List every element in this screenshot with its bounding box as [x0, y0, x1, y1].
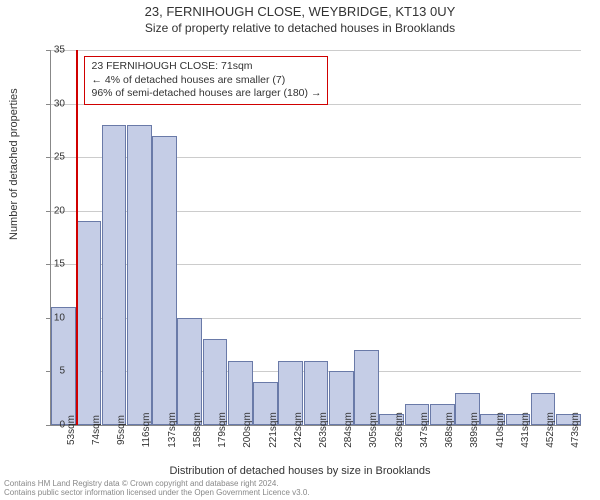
- histogram-bar: [152, 136, 177, 425]
- x-tick-label: 326sqm: [394, 412, 405, 448]
- histogram-bar: [76, 221, 101, 425]
- x-tick-label: 221sqm: [268, 412, 279, 448]
- histogram-bar: [177, 318, 202, 425]
- x-tick-label: 452sqm: [545, 412, 556, 448]
- y-tick-mark: [46, 211, 50, 212]
- y-tick-mark: [46, 318, 50, 319]
- x-tick-label: 158sqm: [192, 412, 203, 448]
- x-tick-label: 116sqm: [141, 413, 152, 448]
- annotation-line: ← 4% of detached houses are smaller (7): [91, 74, 321, 88]
- y-tick-mark: [46, 425, 50, 426]
- histogram-bar: [127, 125, 152, 425]
- x-tick-label: 242sqm: [293, 412, 304, 448]
- x-tick-label: 74sqm: [91, 415, 102, 445]
- annotation-box: 23 FERNIHOUGH CLOSE: 71sqm← 4% of detach…: [84, 56, 328, 105]
- x-tick-label: 137sqm: [167, 412, 178, 448]
- y-tick-mark: [46, 104, 50, 105]
- chart-subtitle: Size of property relative to detached ho…: [0, 19, 600, 35]
- x-tick-label: 473sqm: [570, 412, 581, 448]
- x-tick-label: 53sqm: [66, 415, 77, 445]
- y-tick-mark: [46, 157, 50, 158]
- footer-attribution: Contains HM Land Registry data © Crown c…: [4, 480, 310, 498]
- annotation-line: 23 FERNIHOUGH CLOSE: 71sqm: [91, 60, 321, 74]
- gridline: [51, 50, 581, 51]
- histogram-bar: [102, 125, 127, 425]
- x-tick-label: 200sqm: [242, 412, 253, 448]
- x-tick-label: 179sqm: [217, 412, 228, 448]
- y-tick-mark: [46, 50, 50, 51]
- plot-area: 23 FERNIHOUGH CLOSE: 71sqm← 4% of detach…: [50, 50, 581, 426]
- chart-title: 23, FERNIHOUGH CLOSE, WEYBRIDGE, KT13 0U…: [0, 0, 600, 19]
- x-tick-label: 389sqm: [469, 412, 480, 448]
- y-axis-label: Number of detached properties: [8, 88, 20, 240]
- y-tick-mark: [46, 371, 50, 372]
- x-tick-label: 95sqm: [116, 415, 127, 445]
- x-tick-label: 431sqm: [520, 412, 531, 448]
- x-tick-label: 305sqm: [368, 412, 379, 448]
- x-tick-label: 284sqm: [343, 412, 354, 448]
- annotation-line: 96% of semi-detached houses are larger (…: [91, 87, 321, 101]
- footer-line2: Contains public sector information licen…: [4, 489, 310, 498]
- x-tick-label: 368sqm: [444, 412, 455, 448]
- marker-line: [76, 50, 78, 425]
- y-tick-mark: [46, 264, 50, 265]
- x-tick-label: 263sqm: [318, 412, 329, 448]
- x-tick-label: 410sqm: [495, 412, 506, 448]
- x-axis-label: Distribution of detached houses by size …: [0, 465, 600, 477]
- x-tick-label: 347sqm: [419, 412, 430, 448]
